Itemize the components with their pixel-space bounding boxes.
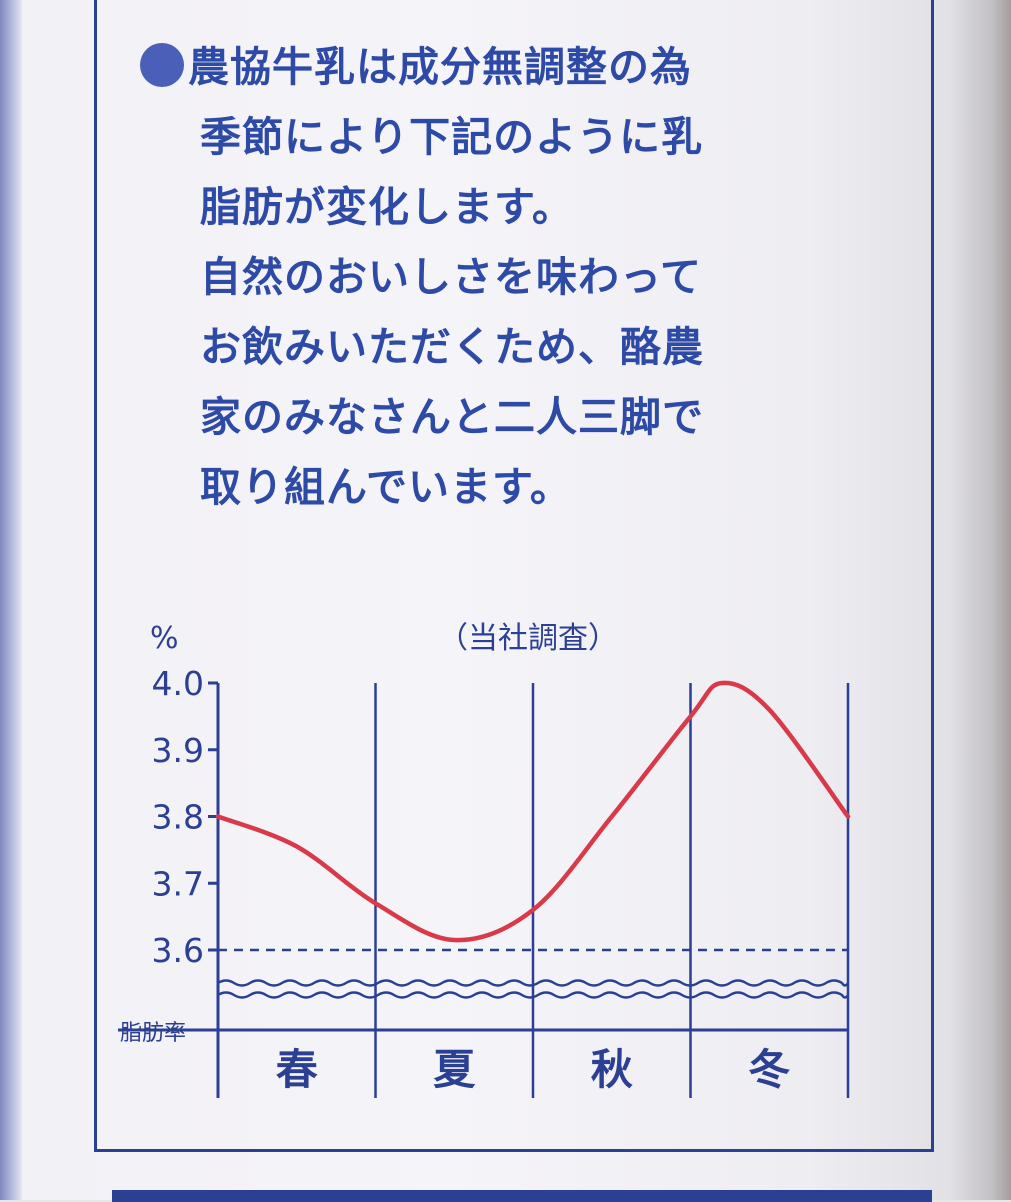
- bullet-icon: [140, 43, 184, 87]
- y-tick-label-2: 3.8: [152, 798, 204, 837]
- y-tick-label-4: 3.6: [152, 931, 204, 970]
- survey-note: （当社調査）: [438, 621, 618, 656]
- description-line-1: 農協牛乳は成分無調整の為: [140, 32, 860, 102]
- description-line-6: 家のみなさんと二人三脚で: [200, 393, 704, 441]
- y-axis-title: 脂肪率: [120, 1021, 186, 1046]
- y-unit-label: %: [150, 621, 179, 656]
- description-text: 農協牛乳は成分無調整の為 季節により下記のように乳 脂肪が変化します。 自然のお…: [140, 32, 860, 522]
- fat-rate-curve: [215, 680, 851, 943]
- category-label-2: 秋: [591, 1045, 633, 1094]
- chart-plot-area: 4.0 3.9 3.8 3.7 3.6 春 夏 秋 冬: [118, 664, 851, 1098]
- category-label-1: 夏: [433, 1045, 476, 1094]
- description-line-3: 脂肪が変化します。: [200, 183, 574, 231]
- description-line-4: 自然のおいしさを味わって: [200, 253, 702, 301]
- description-line-7: 取り組んでいます。: [200, 463, 572, 511]
- bottom-band: [112, 1190, 932, 1202]
- panel-frame: [94, 0, 934, 1152]
- description-line-2: 季節により下記のように乳: [200, 113, 704, 161]
- y-tick-label-3: 3.7: [152, 864, 204, 903]
- y-tick-label-0: 4.0: [152, 664, 204, 703]
- carton-shadow: [951, 0, 1011, 1200]
- description-line-5: お飲みいただくため、酪農: [200, 323, 704, 371]
- axis-break-wave-bottom: [217, 991, 850, 999]
- axis-break-wave-top: [217, 979, 850, 987]
- carton-left-edge: [0, 0, 22, 1200]
- category-label-0: 春: [276, 1045, 318, 1094]
- y-tick-label-1: 3.9: [152, 731, 204, 770]
- category-label-3: 冬: [748, 1045, 790, 1094]
